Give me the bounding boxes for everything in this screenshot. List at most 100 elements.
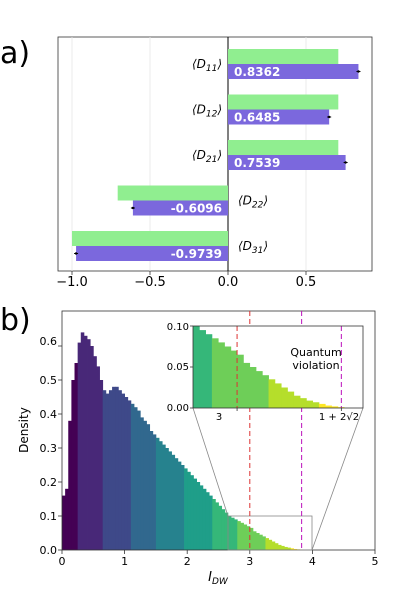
bar-value-label: 0.6485 [234, 111, 280, 125]
inset-histogram [193, 326, 345, 408]
histogram-bar [265, 538, 269, 550]
error-bar-point [344, 161, 347, 164]
histogram-bar [115, 386, 119, 550]
histogram-bar [218, 505, 223, 550]
histogram-bar [180, 465, 185, 550]
inset-histogram-bar [224, 346, 232, 408]
panel-a-frame [57, 36, 373, 272]
histogram-bar [93, 356, 97, 550]
inset-frame [192, 325, 364, 409]
histogram-bar [227, 516, 232, 550]
histogram-bar [209, 495, 213, 550]
histogram-bar [155, 437, 160, 550]
histogram-bar [193, 478, 197, 550]
bar-expected [228, 94, 339, 110]
histogram-bar [105, 393, 110, 550]
x-tick-label: −0.5 [134, 275, 166, 290]
histogram-bar [74, 363, 79, 550]
histogram-bar [215, 502, 219, 550]
histogram-bar [99, 380, 104, 550]
x-tick-label: 5 [372, 555, 379, 568]
category-label: ⟨D12⟩ [192, 103, 222, 120]
x-tick-label: 0.5 [296, 275, 317, 290]
histogram-bar [287, 547, 291, 550]
histogram-bar [149, 431, 154, 550]
histogram-bar [199, 485, 204, 550]
histogram-bar [262, 536, 266, 550]
inset-histogram-bar [193, 326, 200, 408]
inset-histogram-bar [255, 371, 263, 408]
inset-histogram-bar [325, 405, 332, 408]
histogram-bar [190, 475, 194, 550]
histogram-bar [252, 531, 257, 550]
histogram-bar [80, 332, 85, 550]
histogram-bar [284, 546, 288, 550]
inset-x-tick-bound: 1 + 2√2 [319, 412, 359, 423]
error-bar-point [131, 206, 135, 210]
zoom-connector [311, 407, 364, 551]
histogram-bar [202, 488, 207, 550]
inset-y-tick-label: 0.10 [167, 322, 189, 333]
histogram-bar [290, 548, 295, 550]
inset-histogram-bar [306, 400, 314, 408]
inset-histogram-bar [237, 354, 244, 408]
quantum-violation-label: violation [292, 359, 339, 372]
x-axis-label: IDW [208, 570, 229, 587]
histogram-bar [231, 517, 235, 550]
bar-measured [132, 200, 228, 216]
histogram-bar [187, 471, 191, 550]
error-bar-point [74, 252, 78, 255]
y-tick-label: 0.5 [40, 374, 58, 387]
histogram-bar [293, 548, 298, 550]
inset-histogram-bar [281, 387, 288, 408]
bar-measured [228, 155, 346, 170]
panel-b-frame [61, 310, 376, 551]
histogram-bar [124, 397, 129, 550]
histogram-bar [205, 492, 210, 550]
histogram-bar [256, 533, 260, 550]
x-tick-label: 2 [184, 555, 191, 568]
histogram-bar [234, 519, 238, 550]
histogram-bar [71, 380, 75, 550]
histogram-bar [146, 424, 151, 550]
histogram-bar [62, 495, 66, 550]
histogram-bar [165, 448, 169, 550]
y-tick-label: 0.1 [40, 510, 58, 523]
x-tick-label: −1.0 [56, 275, 88, 290]
error-bar-point [327, 115, 331, 119]
inset-y-tick-label: 0.00 [167, 403, 189, 414]
histogram-bar [87, 339, 91, 550]
bar-value-label: 0.8362 [234, 65, 280, 79]
inset-histogram-bar [331, 406, 339, 408]
x-tick-label: 4 [309, 555, 316, 568]
histogram-bar [171, 454, 176, 550]
x-tick-label: 1 [121, 555, 128, 568]
category-label: ⟨D31⟩ [238, 239, 268, 256]
histogram-bar [243, 524, 248, 550]
histogram-bar [224, 512, 229, 550]
panel-a-bars: 0.8362 ⟨D11⟩ 0.6485 ⟨D12⟩ 0.7539 ⟨D21⟩ -0.6096… [72, 49, 361, 261]
histogram-bar [168, 451, 172, 550]
histogram-bar [102, 390, 107, 550]
histogram-bar [83, 335, 88, 550]
y-tick-label: 0.6 [40, 335, 58, 348]
panel-b-axes: 0 1 2 3 4 5 0.0 0.1 0.2 0.3 0.4 0.5 0.6 … [17, 335, 379, 587]
inset-histogram-bar [262, 375, 269, 408]
histogram-bar [143, 420, 147, 550]
histogram-bar [271, 541, 276, 550]
y-tick-label: 0.3 [40, 442, 58, 455]
histogram-bar [77, 342, 82, 550]
histogram-bar [212, 499, 216, 550]
inset-y-tick-label: 0.05 [167, 362, 189, 373]
histogram-bar [246, 526, 251, 550]
panel-b-label: b) [0, 303, 31, 338]
inset-histogram-bar [205, 334, 213, 408]
inset-histogram-bar [218, 342, 225, 408]
quantum-violation-label: Quantum [290, 346, 341, 359]
histogram-bar [221, 509, 226, 550]
histogram-bar [137, 410, 141, 550]
panel-a-label: a) [0, 36, 30, 71]
x-tick-label: 3 [246, 555, 253, 568]
panel-b-histogram [62, 332, 304, 550]
